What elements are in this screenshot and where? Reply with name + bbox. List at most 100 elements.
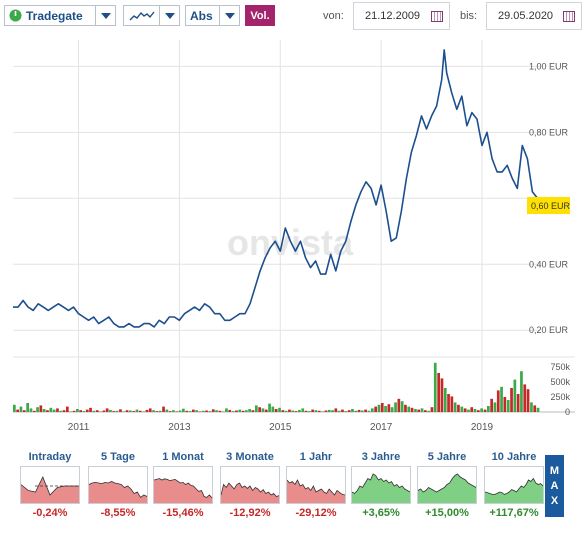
volume-bar: [138, 410, 142, 412]
max-letter: A: [550, 479, 559, 492]
volume-bar: [198, 411, 202, 412]
sparkline-area: [418, 474, 476, 503]
volume-bar: [109, 409, 112, 412]
volume-bar: [347, 410, 351, 412]
period-tile-label: 3 Jahre: [361, 451, 401, 463]
y-axis-labels: 0,20 EUR 0,40 EUR 0,80 EUR 1,00 EUR: [529, 61, 569, 335]
volume-bar: [79, 410, 82, 412]
volume-bar: [433, 362, 437, 412]
volume-bar: [291, 410, 295, 412]
volume-bar: [301, 408, 305, 412]
volume-bar: [158, 410, 162, 412]
volume-bar: [440, 378, 444, 412]
y-tick-label: 0,20 EUR: [529, 325, 569, 335]
period-tile-sparkline: [484, 466, 544, 504]
period-tile-label: 3 Monate: [226, 451, 274, 463]
volume-bar: [516, 394, 520, 412]
volume-bar: [52, 409, 56, 412]
volume-bar: [420, 408, 424, 412]
sparkline-svg: [287, 479, 345, 503]
period-tile-change: -8,55%: [100, 507, 136, 519]
volume-tick-label: 750k: [550, 362, 570, 372]
to-date-field[interactable]: 29.05.2020: [486, 2, 582, 30]
volume-bar: [334, 408, 338, 412]
calendar-icon[interactable]: [563, 11, 575, 22]
volume-bar: [530, 402, 533, 412]
volume-bar: [182, 408, 185, 412]
volume-bar: [72, 410, 76, 412]
sparkline-line: [352, 473, 410, 495]
period-tile[interactable]: 3 Jahre +3,65%: [351, 451, 411, 519]
volume-bar: [62, 410, 66, 412]
volume-bar: [221, 411, 225, 412]
volume-bar: [22, 410, 26, 412]
volume-bar: [437, 373, 440, 412]
volume-bar: [424, 410, 427, 412]
volume-bar: [473, 409, 477, 412]
volume-bar: [483, 409, 487, 412]
volume-bar: [165, 409, 169, 412]
period-tile-sparkline: [220, 466, 280, 504]
period-tile-change: -29,12%: [295, 507, 337, 519]
chart-style-select[interactable]: [123, 5, 180, 26]
volume-bar: [264, 409, 268, 412]
volume-bar: [19, 406, 23, 412]
volume-bar: [145, 409, 149, 412]
period-tile-change: +15,00%: [425, 507, 469, 519]
period-tile-label: 1 Jahr: [299, 451, 333, 463]
sparkline-svg: [418, 473, 476, 503]
chevron-down-icon[interactable]: [219, 6, 239, 25]
volume-bar: [503, 397, 507, 412]
period-tile[interactable]: 1 Monat -15,46%: [153, 451, 213, 519]
volume-bar: [82, 411, 86, 412]
sparkline-line: [485, 477, 543, 495]
from-date-field[interactable]: 21.12.2009: [353, 2, 450, 30]
volume-bar: [311, 409, 314, 412]
sparkline-svg: [352, 473, 410, 503]
volume-bar: [427, 410, 430, 412]
scale-mode-select[interactable]: Abs: [185, 5, 240, 26]
volume-bar: [231, 411, 235, 412]
period-tile[interactable]: 5 Tage -8,55%: [88, 451, 148, 519]
volume-bar: [506, 400, 510, 412]
period-tile[interactable]: 1 Jahr -29,12%: [286, 451, 346, 519]
period-tile[interactable]: 10 Jahre +117,67%: [484, 451, 544, 519]
period-tile[interactable]: Intraday -0,24%: [20, 451, 80, 519]
chevron-down-icon[interactable]: [95, 6, 115, 25]
volume-bar: [351, 409, 354, 412]
volume-toggle-button[interactable]: Vol.: [245, 5, 275, 26]
exchange-select[interactable]: Tradegate: [4, 5, 116, 26]
period-tile-label: 1 Monat: [162, 451, 204, 463]
volume-bar: [172, 410, 175, 412]
x-tick-label: 2011: [68, 422, 90, 433]
volume-bar: [168, 411, 172, 412]
volume-bar: [317, 410, 321, 412]
period-tile[interactable]: 5 Jahre +15,00%: [417, 451, 477, 519]
scale-mode-label: Abs: [190, 8, 213, 23]
period-tile[interactable]: 3 Monate -12,92%: [220, 451, 280, 519]
period-tile-sparkline: [88, 466, 148, 504]
volume-bar: [457, 404, 460, 412]
period-tile-change: -15,46%: [162, 507, 204, 519]
volume-bar: [490, 398, 493, 412]
chevron-down-icon[interactable]: [159, 6, 179, 25]
sparkline-line: [154, 478, 212, 499]
volume-bar: [327, 409, 331, 412]
volume-bar: [66, 406, 69, 412]
volume-bar: [76, 409, 79, 412]
volume-bar: [148, 408, 152, 412]
volume-bar: [400, 401, 404, 412]
volume-bar: [251, 410, 255, 412]
exchange-label: Tradegate: [26, 8, 83, 23]
calendar-icon[interactable]: [431, 11, 443, 22]
volume-bar: [341, 409, 344, 412]
volume-bar: [274, 409, 278, 412]
sparkline-area: [221, 483, 279, 503]
volume-bar: [218, 410, 222, 412]
volume-bar: [321, 411, 324, 412]
volume-bar: [85, 409, 89, 412]
max-period-button[interactable]: M A X: [545, 455, 564, 517]
volume-bar: [16, 409, 19, 412]
